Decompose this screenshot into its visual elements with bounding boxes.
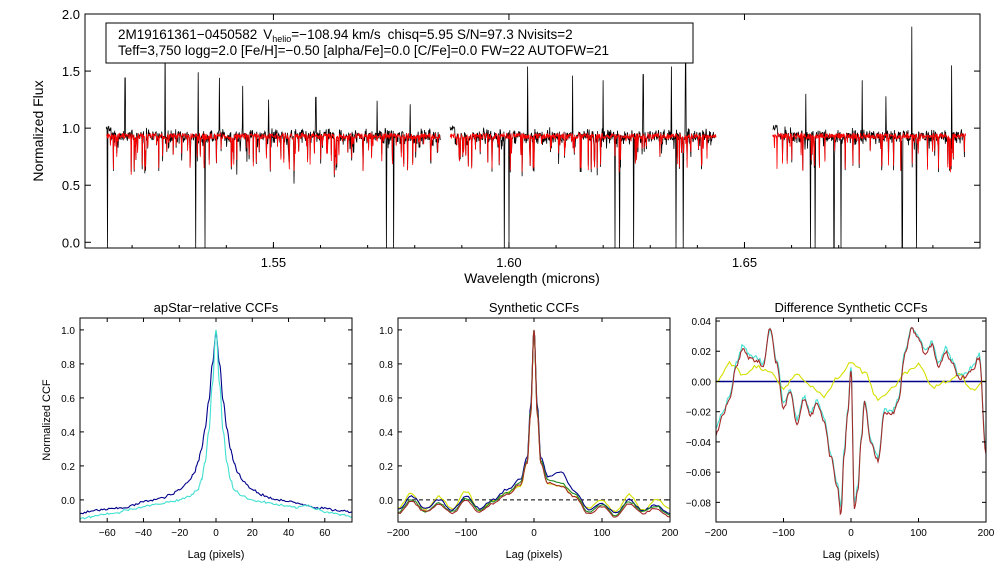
x-tick-label: 200 bbox=[978, 528, 995, 539]
info-v-sub: helio bbox=[272, 34, 291, 44]
y-tick-label: 0.04 bbox=[692, 317, 712, 328]
ccf-series-line-yellow bbox=[398, 333, 670, 513]
ccf-series-line-brown bbox=[398, 329, 670, 518]
spectrum-y-axis-title: Normalized Flux bbox=[30, 80, 46, 181]
y-tick-label: 0.4 bbox=[379, 428, 393, 439]
spectrum-model-line bbox=[105, 131, 441, 175]
difference-ccf-x-axis-title: Lag (pixels) bbox=[823, 549, 880, 561]
y-tick-label: −0.04 bbox=[686, 438, 712, 449]
y-tick-label: 0.2 bbox=[61, 462, 75, 473]
y-tick-label: 1.0 bbox=[379, 326, 393, 337]
spectrum-panel: 1.55 1.60 1.65 0.0 0.5 1.0 1.5 2.0 2M19161361−0… bbox=[30, 7, 981, 286]
x-tick-label: −20 bbox=[171, 528, 188, 539]
ccf-series-line-visit bbox=[80, 329, 352, 520]
y-tick-label: 1.5 bbox=[62, 64, 80, 79]
x-tick-label: 200 bbox=[662, 528, 679, 539]
spectrum-x-axis-title: Wavelength (microns) bbox=[464, 270, 600, 286]
spectrum-frame bbox=[84, 13, 981, 249]
y-tick-label: 0.4 bbox=[61, 428, 75, 439]
ccf-series-line-combined bbox=[80, 331, 352, 515]
y-tick-label: 0.0 bbox=[379, 496, 393, 507]
y-tick-label: 0.6 bbox=[61, 394, 75, 405]
difference-ccf-marks bbox=[716, 326, 986, 516]
y-tick-label: 0.6 bbox=[379, 394, 393, 405]
y-tick-label: 2.0 bbox=[62, 7, 80, 22]
x-tick-label: −100 bbox=[772, 528, 795, 539]
x-tick-label: −200 bbox=[705, 528, 728, 539]
x-tick-label: 20 bbox=[247, 528, 259, 539]
spectrum-observed-line bbox=[449, 61, 717, 248]
synthetic-ccf-panel: −200 −100 0 100 200 0.0 0.2 0.4 0.6 0.8 1.0 Synthe… bbox=[379, 300, 679, 561]
synthetic-ccf-frame bbox=[397, 317, 671, 523]
info-rest: chisq=5.95 S/N=97.3 Nvisits=2 bbox=[388, 27, 573, 42]
y-tick-label: 0.0 bbox=[61, 496, 75, 507]
y-tick-label: −0.08 bbox=[686, 498, 712, 509]
info-star: 2M19161361−0450582 bbox=[118, 27, 257, 42]
spectrum-model-line bbox=[449, 132, 717, 173]
y-tick-label: 0.0 bbox=[62, 235, 80, 250]
ccf-series-line-navy bbox=[398, 331, 670, 515]
info-v-value: =−108.94 km/s bbox=[291, 27, 381, 42]
x-tick-label: 100 bbox=[594, 528, 611, 539]
x-tick-label: 40 bbox=[283, 528, 295, 539]
spectrum-info-box: 2M19161361−0450582 Vhelio=−108.94 km/s chi… bbox=[105, 22, 694, 64]
x-tick-label: 0 bbox=[848, 528, 854, 539]
y-tick-label: 0.00 bbox=[692, 377, 712, 388]
ccf-series-line-green bbox=[398, 329, 670, 517]
apstar-ccf-title: apStar−relative CCFs bbox=[154, 300, 279, 315]
y-tick-label: 1.0 bbox=[61, 326, 75, 337]
info-v-label: V bbox=[263, 27, 272, 42]
difference-ccf-panel: −200 −100 0 100 200 0.04 0.02 0.00 −0.02 −0.04 −0.… bbox=[686, 300, 995, 561]
apstar-ccf-y-axis-title: Normalized CCF bbox=[41, 379, 53, 461]
ccf-series-line-cyan bbox=[716, 326, 986, 509]
y-tick-label: 0.2 bbox=[379, 462, 393, 473]
spectrum-model-line bbox=[772, 132, 966, 173]
y-tick-label: 0.5 bbox=[62, 178, 80, 193]
spectrum-marks bbox=[105, 26, 966, 248]
synthetic-ccf-axes: −200 −100 0 100 200 0.0 0.2 0.4 0.6 0.8 1.0 bbox=[379, 318, 679, 539]
difference-ccf-title: Difference Synthetic CCFs bbox=[775, 300, 928, 315]
x-tick-label: −200 bbox=[387, 528, 410, 539]
ccf-series-line-brown bbox=[716, 326, 986, 516]
info-box-frame bbox=[105, 22, 694, 64]
x-tick-label: 0 bbox=[213, 528, 219, 539]
info-line-2: Teff=3,750 logg=2.0 [Fe/H]=−0.50 [alpha/… bbox=[118, 43, 609, 58]
apstar-ccf-panel: −60 −40 −20 0 20 40 60 0.0 0.2 0.4 0.6 0.8 1.0 apSta… bbox=[41, 300, 353, 561]
y-tick-label: 0.8 bbox=[379, 360, 393, 371]
apstar-ccf-axes: −60 −40 −20 0 20 40 60 0.0 0.2 0.4 0.6 0.8 1.0 bbox=[61, 318, 352, 539]
ccf-series-line-yellow bbox=[716, 360, 986, 402]
x-tick-label: 100 bbox=[910, 528, 927, 539]
x-tick-label: 0 bbox=[531, 528, 537, 539]
difference-ccf-axes: −200 −100 0 100 200 0.04 0.02 0.00 −0.02 −0.04 −0.… bbox=[686, 317, 995, 539]
x-tick-label: 1.55 bbox=[261, 255, 286, 270]
synthetic-ccf-title: Synthetic CCFs bbox=[489, 300, 580, 315]
x-tick-label: −100 bbox=[455, 528, 478, 539]
x-tick-label: 1.65 bbox=[732, 255, 757, 270]
x-tick-label: −60 bbox=[99, 528, 116, 539]
synthetic-ccf-x-axis-title: Lag (pixels) bbox=[506, 549, 563, 561]
synthetic-ccf-marks bbox=[398, 329, 670, 518]
info-line-1: 2M19161361−0450582 Vhelio=−108.94 km/s chi… bbox=[118, 27, 573, 44]
spectrum-axes: 1.55 1.60 1.65 0.0 0.5 1.0 1.5 2.0 bbox=[62, 7, 980, 270]
apstar-ccf-x-axis-title: Lag (pixels) bbox=[188, 549, 245, 561]
x-tick-label: 1.60 bbox=[496, 255, 521, 270]
apstar-ccf-marks bbox=[80, 329, 352, 520]
y-tick-label: −0.02 bbox=[686, 408, 712, 419]
y-tick-label: 0.02 bbox=[692, 347, 712, 358]
x-tick-label: −40 bbox=[135, 528, 152, 539]
x-tick-label: 60 bbox=[319, 528, 331, 539]
apstar-ccf-frame bbox=[79, 317, 353, 523]
y-tick-label: 1.0 bbox=[62, 121, 80, 136]
y-tick-label: −0.06 bbox=[686, 468, 712, 479]
y-tick-label: 0.8 bbox=[61, 360, 75, 371]
